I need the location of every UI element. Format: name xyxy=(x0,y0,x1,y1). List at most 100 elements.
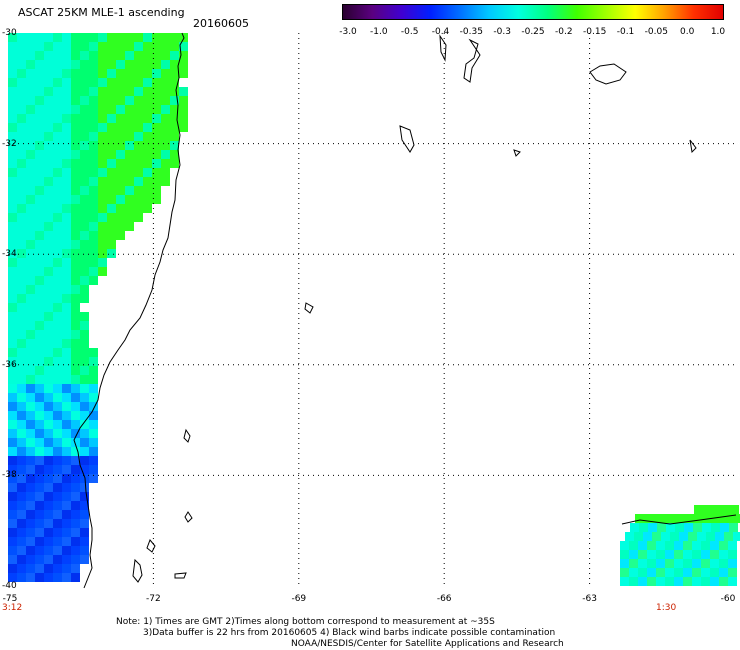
data-cell xyxy=(44,474,53,483)
data-cell xyxy=(44,339,53,348)
data-cell xyxy=(98,114,107,123)
data-cell xyxy=(116,231,125,240)
data-cell xyxy=(80,96,89,105)
data-cell xyxy=(71,60,80,69)
data-cell xyxy=(719,577,728,586)
data-cell xyxy=(80,375,89,384)
data-cell xyxy=(26,222,35,231)
data-cell xyxy=(8,447,17,456)
data-cell xyxy=(26,501,35,510)
data-cell xyxy=(26,69,35,78)
data-cell xyxy=(179,96,188,105)
data-cell xyxy=(26,132,35,141)
data-cell xyxy=(53,348,62,357)
data-cell xyxy=(71,51,80,60)
data-cell xyxy=(89,411,98,420)
data-cell xyxy=(125,150,134,159)
map-date: 20160605 xyxy=(193,17,249,30)
data-cell xyxy=(692,568,701,577)
data-cell xyxy=(98,222,107,231)
data-cell xyxy=(134,132,143,141)
data-cell xyxy=(116,78,125,87)
data-cell xyxy=(89,51,98,60)
data-cell xyxy=(26,240,35,249)
data-cell xyxy=(721,505,730,514)
data-cell xyxy=(680,514,689,523)
data-cell xyxy=(17,348,26,357)
data-cell xyxy=(26,510,35,519)
data-cell xyxy=(26,393,35,402)
data-cell xyxy=(8,69,17,78)
data-cell xyxy=(143,123,152,132)
data-cell xyxy=(17,492,26,501)
data-cell xyxy=(35,213,44,222)
data-cell xyxy=(53,546,62,555)
data-cell xyxy=(143,105,152,114)
colorbar-tick-label: -0.4 xyxy=(431,27,450,37)
data-cell xyxy=(35,267,44,276)
data-cell xyxy=(35,60,44,69)
data-cell xyxy=(71,330,80,339)
data-cell xyxy=(719,550,728,559)
data-cell xyxy=(17,294,26,303)
data-cell xyxy=(17,132,26,141)
data-cell xyxy=(44,420,53,429)
data-cell xyxy=(44,528,53,537)
data-cell xyxy=(44,114,53,123)
data-cell xyxy=(8,366,17,375)
data-cell xyxy=(26,564,35,573)
data-cell xyxy=(107,240,116,249)
data-cell xyxy=(35,393,44,402)
data-cell xyxy=(44,492,53,501)
data-cell xyxy=(17,60,26,69)
data-cell xyxy=(53,222,62,231)
data-cell xyxy=(17,78,26,87)
data-cell xyxy=(683,541,692,550)
data-cell xyxy=(26,411,35,420)
data-cell xyxy=(80,429,89,438)
data-cell xyxy=(8,222,17,231)
data-cell xyxy=(53,150,62,159)
data-cell xyxy=(80,186,89,195)
data-cell xyxy=(80,420,89,429)
data-cell xyxy=(35,276,44,285)
data-cell xyxy=(26,483,35,492)
island-south-c xyxy=(183,428,191,443)
data-cell xyxy=(62,60,71,69)
data-cell xyxy=(71,186,80,195)
data-cell xyxy=(17,483,26,492)
data-cell xyxy=(89,195,98,204)
data-cell xyxy=(71,105,80,114)
data-cell xyxy=(152,132,161,141)
data-cell xyxy=(44,393,53,402)
data-cell xyxy=(35,330,44,339)
data-cell xyxy=(89,114,98,123)
data-cell xyxy=(8,483,17,492)
data-cell xyxy=(8,537,17,546)
data-cell xyxy=(35,564,44,573)
data-cell xyxy=(107,78,116,87)
data-cell xyxy=(125,159,134,168)
data-cell xyxy=(26,78,35,87)
data-cell xyxy=(671,514,680,523)
data-cell xyxy=(44,96,53,105)
data-cell xyxy=(80,276,89,285)
data-cell xyxy=(71,312,80,321)
data-cell xyxy=(35,132,44,141)
data-cell xyxy=(116,51,125,60)
data-cell xyxy=(728,577,737,586)
data-cell xyxy=(98,33,107,42)
data-cell xyxy=(125,123,134,132)
data-cell xyxy=(728,550,737,559)
data-cell xyxy=(710,559,719,568)
data-cell xyxy=(80,537,89,546)
data-cell xyxy=(152,159,161,168)
data-cell xyxy=(71,168,80,177)
data-cell xyxy=(98,195,107,204)
data-cell xyxy=(161,177,170,186)
data-cell xyxy=(8,321,17,330)
colorbar-tick-label: 1.0 xyxy=(710,27,726,37)
data-cell xyxy=(8,177,17,186)
data-cell xyxy=(98,42,107,51)
data-cell xyxy=(26,384,35,393)
